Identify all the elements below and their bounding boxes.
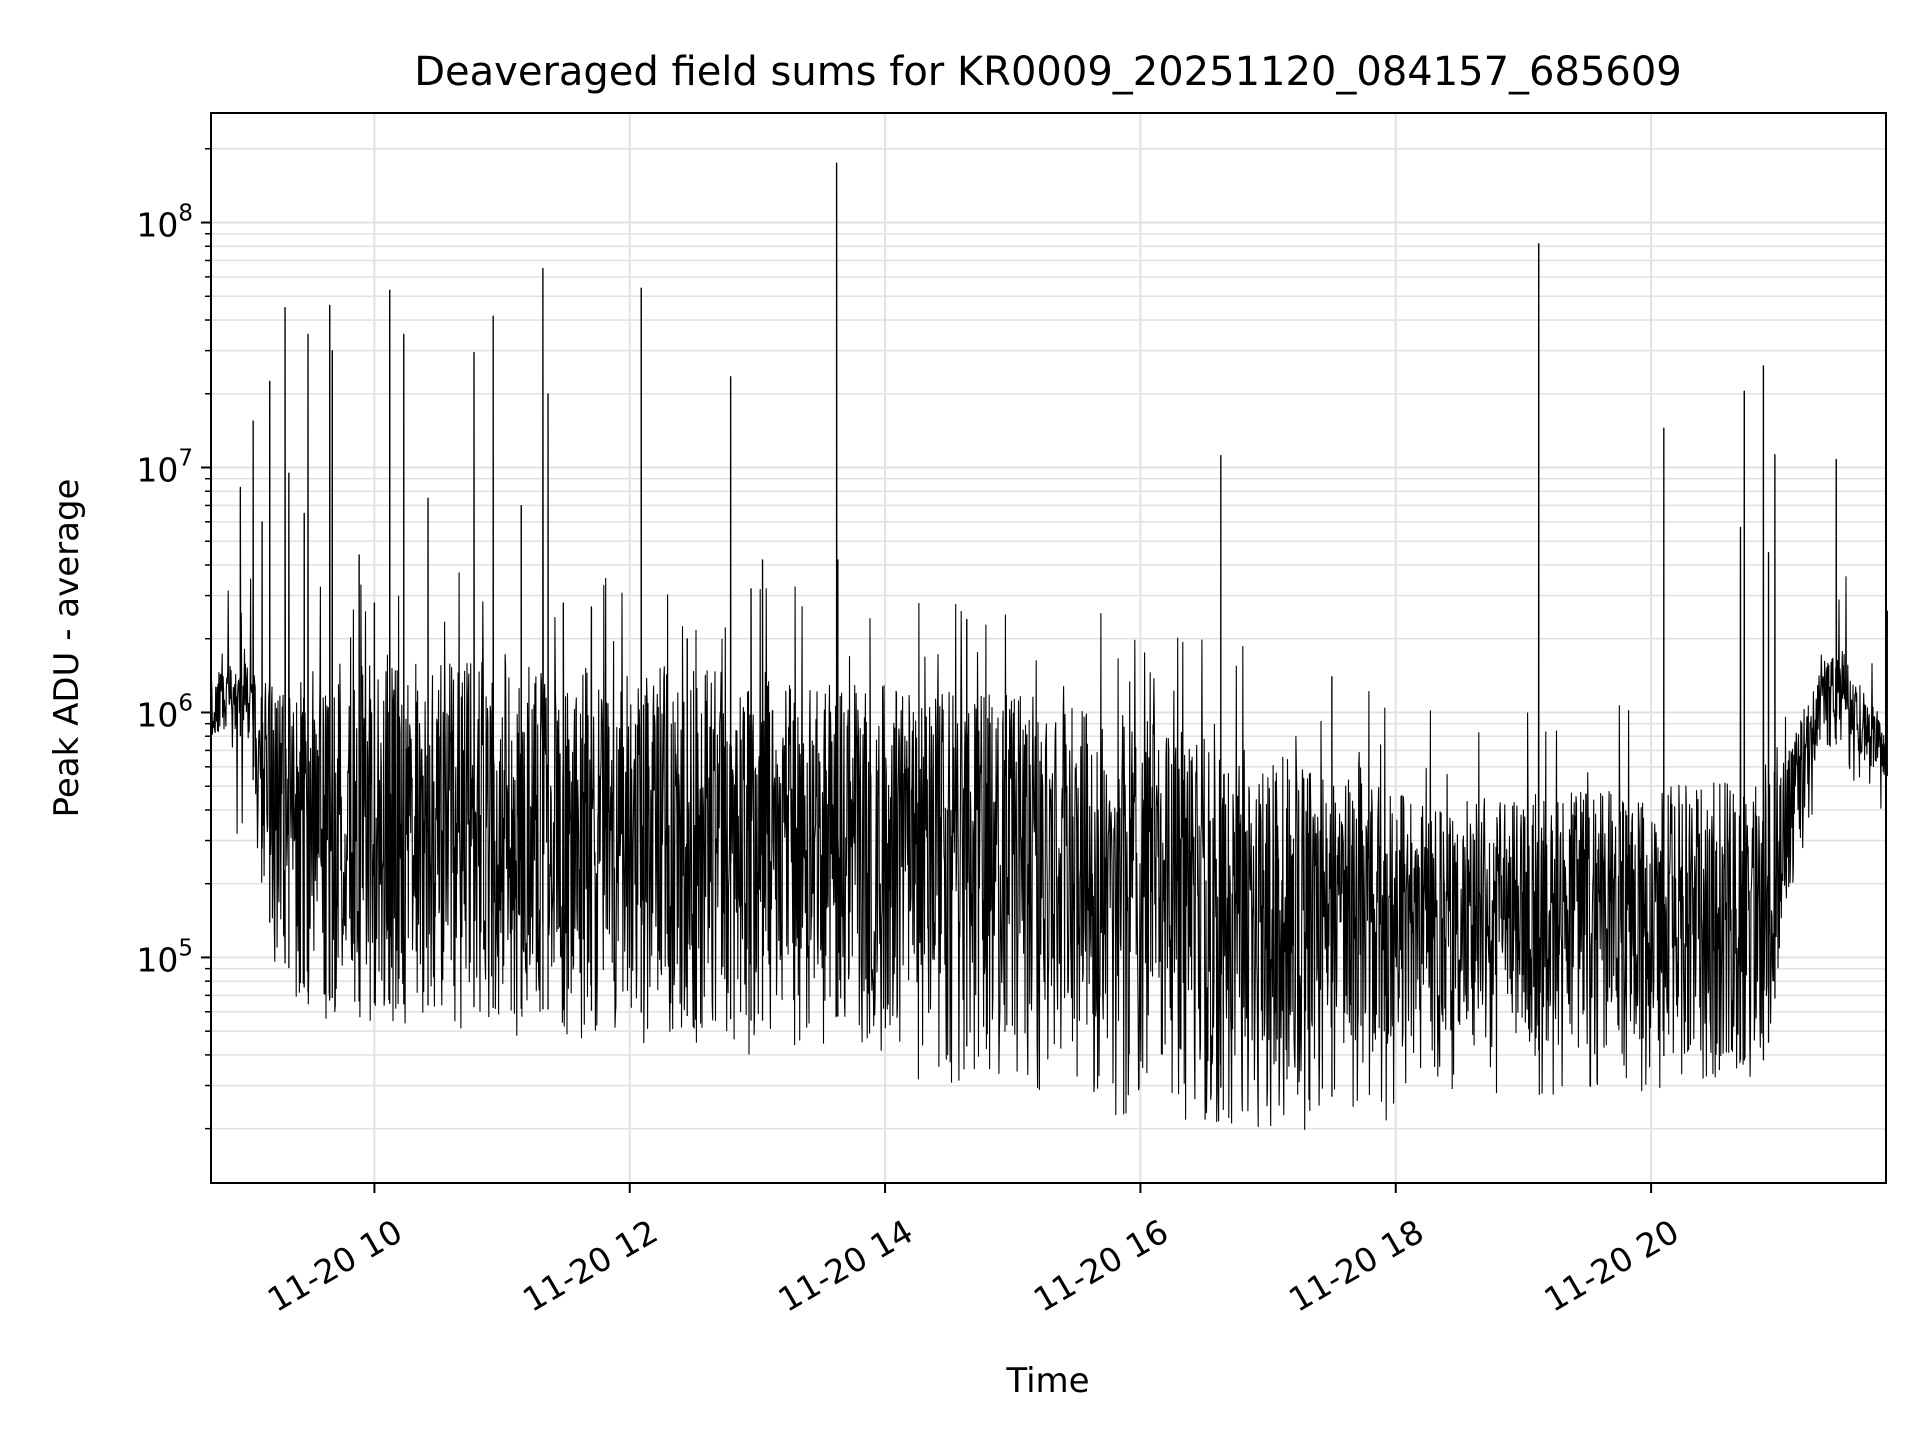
y-tick-label: 105 <box>136 935 193 979</box>
y-tick-label: 108 <box>136 201 193 245</box>
y-axis: 105 106 107 108 <box>136 148 211 1130</box>
series-line <box>210 162 1888 1131</box>
series-path <box>210 162 1888 1131</box>
plot-frame <box>210 112 1887 1184</box>
y-axis-label: Peak ADU - average <box>47 479 87 818</box>
y-tick-label: 107 <box>136 446 193 490</box>
chart-title: Deaveraged field sums for KR0009_2025112… <box>414 49 1682 95</box>
y-tick-label: 106 <box>136 690 193 734</box>
x-axis-label: Time <box>1005 1361 1089 1401</box>
